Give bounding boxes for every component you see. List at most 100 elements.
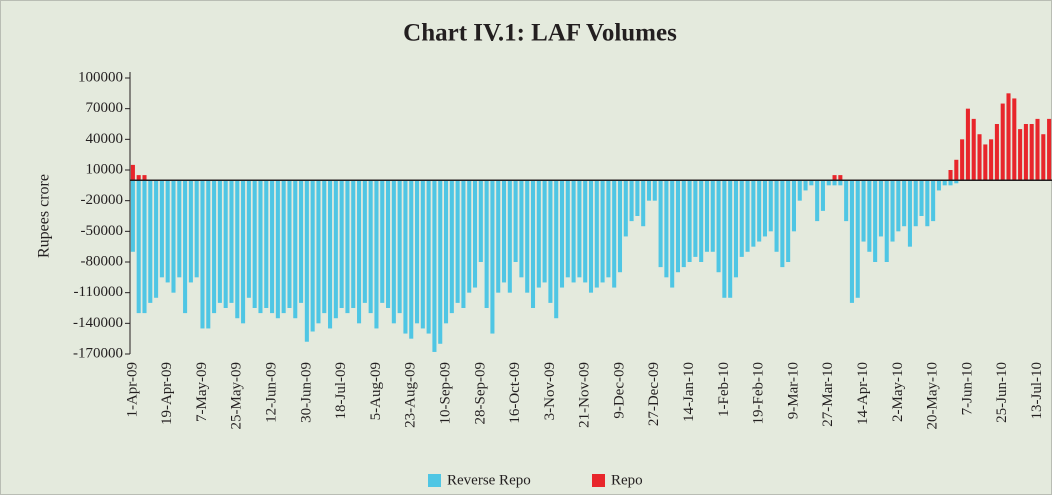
bar bbox=[710, 180, 715, 252]
bar bbox=[322, 180, 327, 314]
bar bbox=[368, 180, 373, 314]
x-tick-label: 20-May-10 bbox=[925, 362, 941, 430]
bar bbox=[646, 180, 652, 201]
bar bbox=[1006, 93, 1011, 181]
bar bbox=[838, 175, 843, 181]
bar bbox=[919, 180, 924, 216]
y-tick-label: -20000 bbox=[81, 192, 124, 208]
bar bbox=[258, 180, 263, 314]
y-tick-label: -80000 bbox=[81, 253, 124, 269]
bar bbox=[768, 180, 773, 232]
bar bbox=[873, 180, 878, 262]
bar bbox=[832, 180, 837, 186]
bar bbox=[878, 180, 883, 237]
bar bbox=[212, 180, 217, 314]
bar bbox=[554, 180, 559, 319]
legend-swatch bbox=[428, 474, 441, 487]
bar bbox=[380, 180, 385, 303]
bar bbox=[902, 180, 907, 227]
bar bbox=[397, 180, 402, 314]
bar bbox=[513, 180, 518, 262]
bar bbox=[241, 180, 246, 324]
bar bbox=[948, 170, 953, 181]
bar bbox=[1035, 118, 1040, 181]
x-tick-label: 27-Mar-10 bbox=[820, 362, 836, 427]
bar bbox=[670, 180, 675, 288]
bar bbox=[687, 180, 692, 262]
bar bbox=[954, 159, 959, 181]
bar bbox=[861, 180, 866, 242]
bar bbox=[907, 180, 912, 247]
y-tick-label: 70000 bbox=[86, 100, 124, 116]
legend-swatch bbox=[592, 474, 605, 487]
bar bbox=[484, 180, 489, 308]
legend-label: Repo bbox=[611, 472, 643, 488]
bar bbox=[136, 175, 141, 181]
bar bbox=[867, 180, 872, 252]
bar bbox=[455, 180, 460, 303]
bar bbox=[809, 180, 814, 186]
bar bbox=[884, 180, 889, 262]
x-tick-label: 30-Jun-09 bbox=[298, 362, 314, 423]
x-tick-label: 9-Dec-09 bbox=[611, 362, 627, 419]
bar bbox=[989, 139, 994, 181]
y-tick-label: 40000 bbox=[86, 131, 124, 147]
bar bbox=[925, 180, 930, 227]
bar bbox=[1023, 124, 1028, 181]
bar bbox=[699, 180, 704, 262]
bar bbox=[583, 180, 588, 283]
x-tick-label: 14-Apr-10 bbox=[855, 362, 871, 425]
bar bbox=[310, 180, 315, 332]
bar bbox=[165, 180, 170, 283]
bar bbox=[519, 180, 524, 278]
bar bbox=[716, 180, 721, 273]
bar bbox=[797, 180, 802, 201]
x-tick-label: 12-Jun-09 bbox=[264, 362, 280, 423]
bar bbox=[733, 180, 738, 278]
bar bbox=[449, 180, 454, 314]
x-tick-label: 16-Oct-09 bbox=[507, 362, 523, 424]
x-tick-label: 2-May-10 bbox=[890, 362, 906, 422]
bar bbox=[316, 180, 321, 324]
y-tick-label: -110000 bbox=[74, 284, 123, 300]
bar bbox=[287, 180, 292, 308]
bar bbox=[994, 124, 999, 181]
bar bbox=[629, 180, 634, 222]
bar bbox=[345, 180, 350, 314]
y-tick-label: 100000 bbox=[78, 69, 123, 85]
bar bbox=[1047, 118, 1052, 181]
bar bbox=[786, 180, 791, 262]
bar bbox=[386, 180, 391, 308]
bar bbox=[826, 180, 831, 186]
bar bbox=[762, 180, 767, 237]
bar bbox=[467, 180, 472, 293]
bar bbox=[641, 180, 646, 227]
bar bbox=[675, 180, 681, 273]
bar bbox=[890, 180, 895, 242]
bar bbox=[299, 180, 304, 303]
bar bbox=[664, 180, 669, 278]
bar bbox=[913, 180, 918, 227]
bar bbox=[281, 180, 286, 314]
bar bbox=[525, 180, 530, 293]
bar bbox=[606, 180, 611, 278]
bar bbox=[542, 180, 547, 283]
bar bbox=[577, 180, 582, 278]
bar bbox=[217, 180, 222, 303]
bar bbox=[351, 180, 356, 308]
bar bbox=[936, 180, 941, 191]
bar bbox=[1018, 129, 1023, 181]
bar bbox=[954, 180, 959, 184]
y-tick-label: -140000 bbox=[73, 315, 123, 331]
bar bbox=[751, 180, 756, 247]
bar bbox=[565, 180, 570, 278]
bar bbox=[745, 180, 750, 252]
bar bbox=[171, 180, 176, 293]
bar bbox=[223, 180, 228, 308]
bar bbox=[374, 180, 379, 329]
bar bbox=[159, 180, 164, 278]
x-tick-label: 9-Mar-10 bbox=[785, 362, 801, 419]
bar bbox=[594, 180, 599, 288]
bar bbox=[844, 180, 849, 222]
bar bbox=[501, 180, 507, 283]
